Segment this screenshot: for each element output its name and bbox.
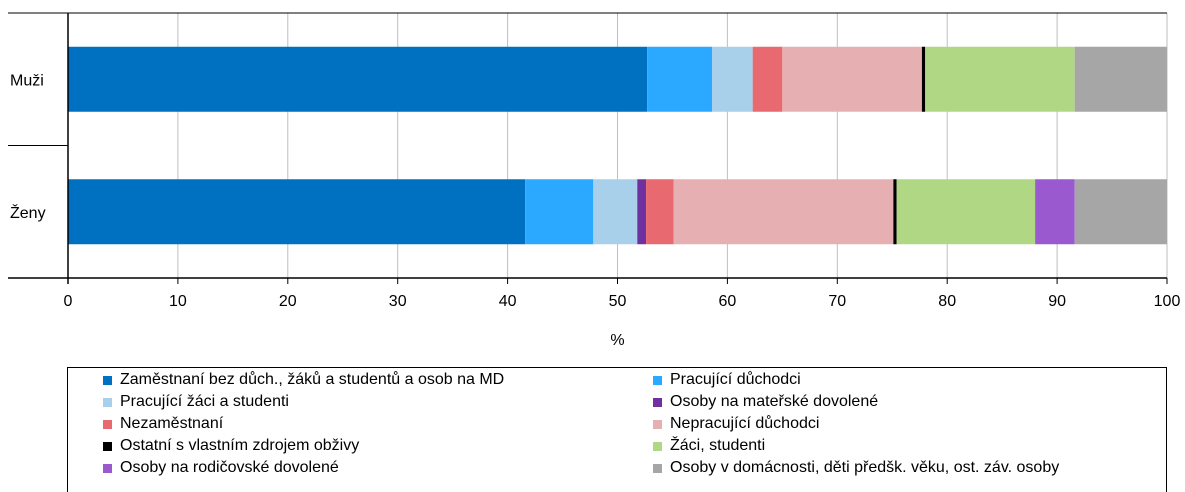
legend-item: Nepracující důchodci — [653, 413, 819, 435]
legend-label: Osoby v domácnosti, děti předšk. věku, o… — [670, 459, 1060, 476]
legend-item: Pracující žáci a studenti — [103, 391, 289, 413]
x-tick-label: 20 — [279, 293, 297, 310]
legend-item: Osoby v domácnosti, děti předšk. věku, o… — [653, 457, 1059, 479]
bar-segment-0-1 — [647, 46, 713, 112]
legend-swatch — [103, 375, 112, 385]
bar-segment-0-6 — [921, 46, 926, 112]
x-tick-label: 100 — [1154, 293, 1181, 310]
x-tick-label: 10 — [169, 293, 187, 310]
bar-segment-1-8 — [1035, 179, 1075, 245]
legend-item: Ostatní s vlastním zdrojem obživy — [103, 435, 359, 457]
legend-swatch — [653, 441, 662, 451]
x-tick-label: 80 — [938, 293, 956, 310]
x-tick-label: 0 — [64, 293, 73, 310]
x-axis-title: % — [610, 332, 624, 349]
legend-item: Žáci, studenti — [653, 435, 765, 457]
category-label: Ženy — [10, 203, 46, 222]
legend-swatch — [103, 463, 112, 473]
legend-swatch — [653, 419, 662, 429]
legend-swatch — [653, 375, 662, 385]
category-label: Muži — [10, 72, 44, 89]
legend-item: Pracující důchodci — [653, 369, 801, 391]
bar-segment-1-3 — [637, 179, 647, 245]
bar-segment-0-7 — [925, 46, 1075, 112]
bar-segment-1-2 — [593, 179, 638, 245]
legend-item: Zaměstnaní bez důch., žáků a studentů a … — [103, 369, 504, 391]
bar-segment-1-0 — [68, 179, 526, 245]
legend-label: Žáci, studenti — [670, 437, 766, 454]
legend-label: Osoby na mateřské dovolené — [670, 393, 879, 410]
x-tick-label: 50 — [609, 293, 627, 310]
bar-segment-1-7 — [896, 179, 1036, 245]
x-tick-label: 70 — [828, 293, 846, 310]
bar-segment-0-9 — [1074, 46, 1167, 112]
legend-label: Zaměstnaní bez důch., žáků a studentů a … — [120, 371, 505, 388]
bar-segment-1-1 — [525, 179, 594, 245]
legend-swatch — [653, 397, 662, 407]
legend-label: Nezaměstnaní — [120, 415, 224, 432]
legend-label: Osoby na rodičovské dovolené — [120, 459, 339, 476]
chart-area: Muži Ženy 0 10 20 30 40 50 60 70 80 90 100% — [8, 12, 1181, 349]
x-tick-label: 40 — [499, 293, 517, 310]
bar-segment-0-4 — [752, 46, 783, 112]
legend-label: Pracující žáci a studenti — [120, 393, 289, 410]
bar-segment-0-5 — [782, 46, 922, 112]
legend-swatch — [103, 441, 112, 451]
legend-item: Osoby na rodičovské dovolené — [103, 457, 339, 479]
x-tick-label: 60 — [719, 293, 737, 310]
x-tick-label: 30 — [389, 293, 407, 310]
bar-segment-1-4 — [646, 179, 674, 245]
legend-swatch — [103, 397, 112, 407]
legend-label: Nepracující důchodci — [670, 415, 820, 432]
chart-legend: Zaměstnaní bez důch., žáků a studentů a … — [67, 367, 1167, 492]
bar-segment-0-0 — [68, 46, 648, 112]
legend-item: Osoby na mateřské dovolené — [653, 391, 878, 413]
legend-label: Pracující důchodci — [670, 371, 801, 388]
bar-segment-0-2 — [712, 46, 753, 112]
legend-swatch — [103, 419, 112, 429]
bar-segment-1-9 — [1074, 179, 1167, 245]
legend-label: Ostatní s vlastním zdrojem obživy — [120, 437, 360, 454]
legend-item: Nezaměstnaní — [103, 413, 223, 435]
legend-swatch — [653, 463, 662, 473]
stacked-bar-chart: Muži Ženy 0 10 20 30 40 50 60 70 80 90 100% — [8, 12, 1181, 349]
bar-segment-1-5 — [673, 179, 894, 245]
bar-segment-1-6 — [893, 179, 897, 245]
x-tick-label: 90 — [1048, 293, 1066, 310]
